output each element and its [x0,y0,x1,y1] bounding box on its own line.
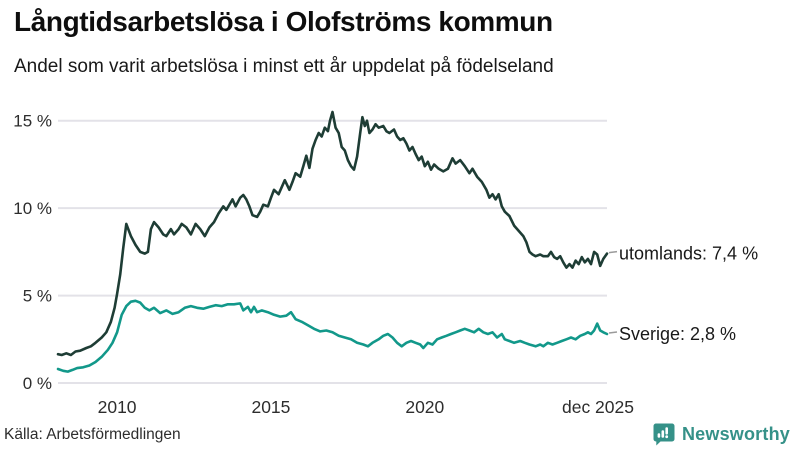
legend-leader-dash [608,250,618,254]
y-tick-label: 15 % [13,112,52,131]
x-tick-label: 2020 [405,397,444,417]
chart-subtitle: Andel som varit arbetslösa i minst ett å… [14,56,554,77]
legend-label-Sverige: Sverige: 2,8 % [619,324,736,344]
legend-label-utomlands: utomlands: 7,4 % [619,244,758,264]
newsworthy-icon [653,423,675,446]
series-line-Sverige [56,299,609,373]
y-tick-label: 0 % [23,374,52,393]
x-tick-label: 2010 [98,397,137,417]
legend-leader-dash [608,331,618,334]
source-note: Källa: Arbetsförmedlingen [4,426,181,443]
brand-logo: Newsworthy [652,422,790,446]
x-tick-label: 2015 [251,397,290,417]
x-tick-label: dec 2025 [562,397,634,417]
y-tick-label: 5 % [23,287,52,306]
series-line-utomlands [56,110,609,357]
brand-name: Newsworthy [681,423,790,444]
page-title: Långtidsarbetslösa i Olofströms kommun [14,6,553,37]
y-tick-label: 10 % [13,199,52,218]
